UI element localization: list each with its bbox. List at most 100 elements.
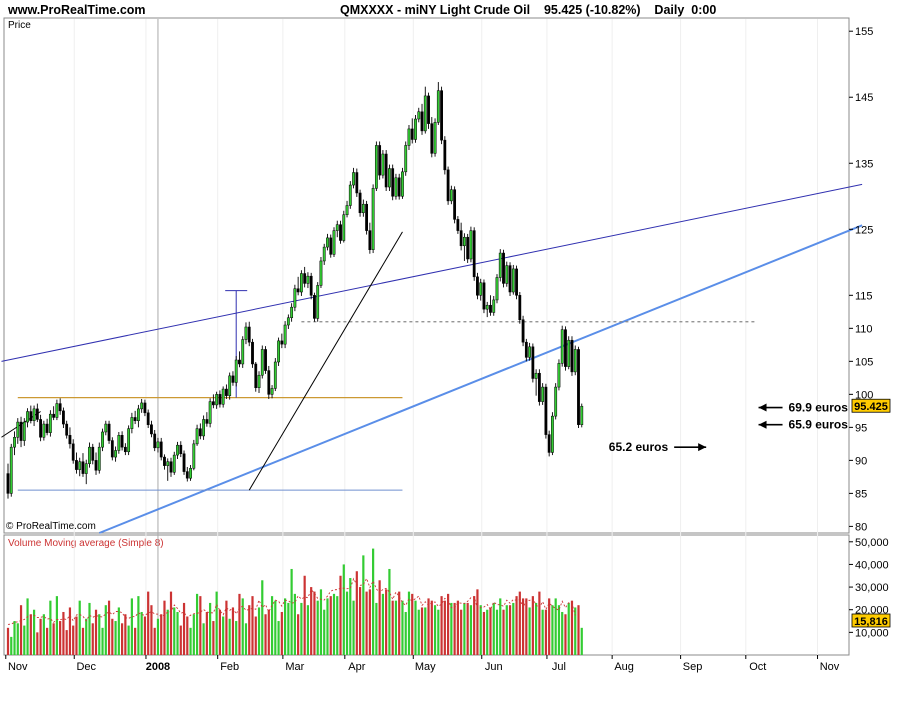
candle-body [241,339,245,365]
candle-body [505,265,509,284]
candle-body [463,236,466,247]
volume-bar [316,600,319,655]
candlestick [143,399,147,417]
candlestick [179,441,183,458]
site-label[interactable]: www.ProRealTime.com [7,3,146,17]
volume-bar [388,568,391,655]
candle-body [358,192,362,214]
candlestick [459,222,463,251]
volume-bar [85,618,88,655]
candle-body [345,205,349,216]
volume-bar [538,591,541,655]
candlestick [361,199,365,217]
volume-bar [345,591,349,655]
volume-bar [147,591,150,655]
price-tick-label: 80 [855,521,867,533]
candlestick [391,164,395,201]
volume-bar [424,607,427,655]
candle-body [75,460,78,470]
volume-tick-label: 30,000 [855,582,889,594]
candlestick [133,410,137,425]
candlestick [163,454,166,470]
candlestick [32,405,36,427]
volume-bar [169,591,173,655]
candle-body [293,288,297,308]
candlestick [560,325,564,367]
candlestick [280,333,284,349]
volume-bar [287,602,290,655]
candle-body [466,236,470,260]
candle-body [355,172,359,194]
candle-body [247,326,251,343]
candlestick [551,412,554,456]
candle-body [339,224,342,241]
candlestick [172,451,176,475]
volume-bar [456,600,459,655]
price-tick-label: 85 [855,488,867,500]
annotation: 65.2 euros [609,440,707,454]
volume-bar [375,602,378,655]
candlestick [127,425,131,456]
last-volume-box [851,613,891,628]
candlestick [150,420,153,438]
candle-body [166,461,170,466]
candle-body [55,403,59,418]
candlestick [19,416,23,448]
candlestick [528,342,532,361]
candle-body [521,319,525,343]
candle-body [433,122,437,154]
candle-body [9,446,13,494]
volume-bar [492,602,495,655]
volume-bar [433,605,437,655]
volume-bar [150,605,153,655]
candlestick [322,243,326,265]
candlestick [401,167,404,199]
volume-bar [261,580,264,655]
candlestick [22,418,26,446]
volume-bar [235,621,238,655]
volume-bar [290,568,293,655]
price-panel[interactable] [3,17,850,534]
candle-body [29,411,33,422]
time-tick-label: Nov [820,661,840,673]
volume-bar [577,605,580,655]
candlestick [208,398,212,428]
volume-bar [414,600,417,655]
candle-body [238,359,241,365]
annotation-label: 65.2 euros [609,440,669,454]
volume-bar [297,614,300,655]
price-tick-label: 155 [855,26,873,38]
candlestick [107,420,111,444]
price-tick-label: 95 [855,422,867,434]
candle-body [420,111,424,132]
volume-bar [564,614,567,655]
volume-bar [580,627,583,655]
candle-body [283,324,287,345]
candlestick [335,220,339,238]
candle-body [388,168,391,188]
volume-bar [561,611,564,655]
volume-bar [140,611,143,655]
candlestick [62,407,65,429]
candle-body [410,128,414,140]
volume-bar [440,596,443,655]
volume-bar [430,600,433,655]
time-tick-label: Feb [220,661,239,673]
candle-body [94,460,98,471]
volume-bar [326,598,329,655]
volume-bar [225,600,228,655]
volume-panel[interactable] [3,534,850,656]
volume-bar [49,600,52,655]
time-tick-label: Jul [552,661,566,673]
candle-body [104,423,108,433]
candlestick [384,150,388,191]
volume-bar [476,589,479,655]
volume-bar [153,627,156,655]
candle-body [306,275,310,284]
candlestick [541,383,545,405]
candlestick [544,383,548,439]
volume-bar [557,605,561,655]
candle-body [365,203,369,231]
candle-body [303,273,307,284]
volume-bar [134,627,137,655]
